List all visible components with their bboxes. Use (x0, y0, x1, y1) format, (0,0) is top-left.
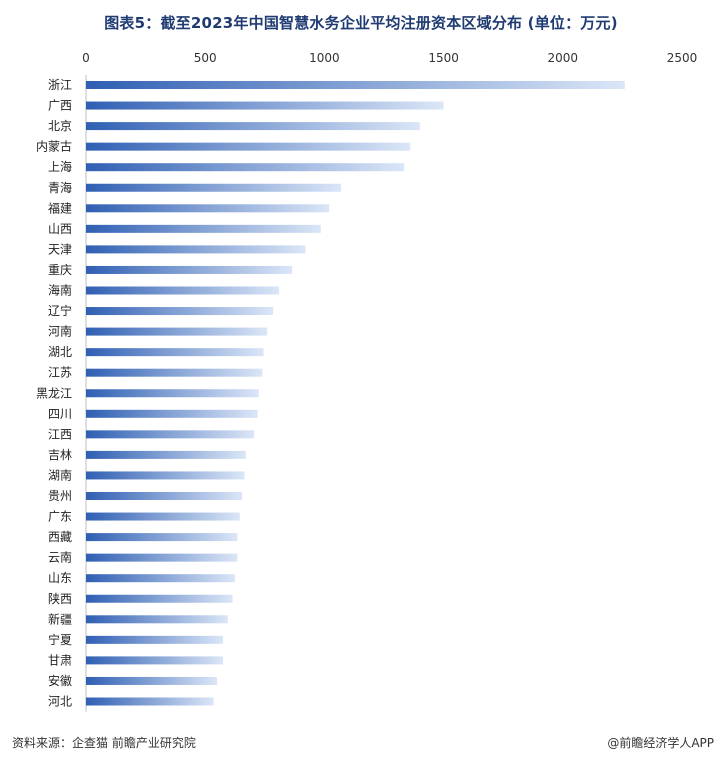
bar (86, 245, 306, 254)
category-label: 天津 (48, 242, 72, 256)
bar (86, 512, 240, 521)
category-label: 黑龙江 (36, 386, 72, 400)
bar (86, 594, 233, 603)
bar (86, 81, 625, 89)
category-label: 青海 (48, 180, 72, 195)
chart-title: 图表5：截至2023年中国智慧水务企业平均注册资本区域分布 (单位：万元) (104, 14, 618, 32)
category-label: 海南 (48, 283, 72, 298)
bar (86, 368, 263, 377)
category-labels: 浙江广西北京内蒙古上海青海福建山西天津重庆海南辽宁河南湖北江苏黑龙江四川江西吉林… (36, 78, 72, 709)
bar (86, 307, 274, 316)
category-label: 安徽 (48, 673, 72, 688)
bar (86, 471, 245, 480)
category-label: 福建 (48, 200, 72, 215)
category-label: 新疆 (48, 611, 72, 626)
bar (86, 615, 228, 624)
category-label: 湖北 (48, 344, 72, 359)
category-label: 西藏 (48, 530, 72, 544)
category-label: 贵州 (48, 489, 72, 503)
bar (86, 676, 218, 685)
category-label: 广东 (48, 510, 72, 524)
x-tick-label: 500 (194, 51, 217, 65)
category-label: 上海 (48, 159, 72, 174)
bar (86, 409, 258, 418)
category-label: 山东 (48, 571, 72, 585)
bar (86, 430, 255, 439)
category-label: 广西 (48, 99, 72, 113)
category-label: 内蒙古 (36, 139, 72, 154)
bar (86, 286, 280, 295)
category-label: 河南 (48, 324, 72, 339)
bar (86, 348, 264, 357)
bar (86, 204, 330, 213)
category-label: 重庆 (48, 263, 72, 277)
x-tick-label: 2000 (548, 51, 579, 65)
category-label: 宁夏 (48, 632, 72, 647)
category-label: 辽宁 (48, 303, 72, 318)
bars-group (86, 81, 625, 706)
x-tick-label: 2500 (667, 51, 698, 65)
bar (86, 450, 246, 459)
bar (86, 163, 405, 172)
bar (86, 265, 293, 274)
bar (86, 574, 235, 583)
bar (86, 697, 214, 706)
brand-watermark: @前瞻经济学人APP (607, 736, 714, 750)
bar (86, 389, 259, 398)
x-tick-label: 1500 (428, 51, 459, 65)
bar (86, 327, 268, 336)
category-label: 吉林 (48, 448, 72, 462)
source-note: 资料来源：企查猫 前瞻产业研究院 (12, 736, 196, 750)
bar (86, 635, 224, 644)
category-label: 湖南 (48, 467, 72, 482)
bar (86, 553, 238, 562)
category-label: 山西 (48, 222, 72, 236)
bar (86, 533, 238, 542)
bar (86, 101, 444, 110)
category-label: 江西 (48, 427, 72, 441)
x-tick-label: 1000 (309, 51, 340, 65)
bar (86, 142, 411, 151)
category-label: 河北 (48, 695, 72, 709)
category-label: 云南 (48, 550, 72, 565)
category-label: 北京 (48, 119, 72, 133)
category-label: 陕西 (48, 591, 72, 606)
x-tick-label: 0 (82, 51, 90, 65)
category-label: 浙江 (48, 78, 72, 92)
bar (86, 183, 342, 192)
category-label: 江苏 (48, 366, 72, 380)
bar-chart: 0 500 1000 1500 2000 2500 浙江广西北京内蒙古上海青海福建山西天津… (36, 51, 698, 712)
bar (86, 224, 321, 233)
bar (86, 492, 243, 500)
bar (86, 656, 224, 665)
bar (86, 122, 420, 131)
category-label: 甘肃 (48, 653, 72, 667)
category-label: 四川 (48, 407, 72, 421)
